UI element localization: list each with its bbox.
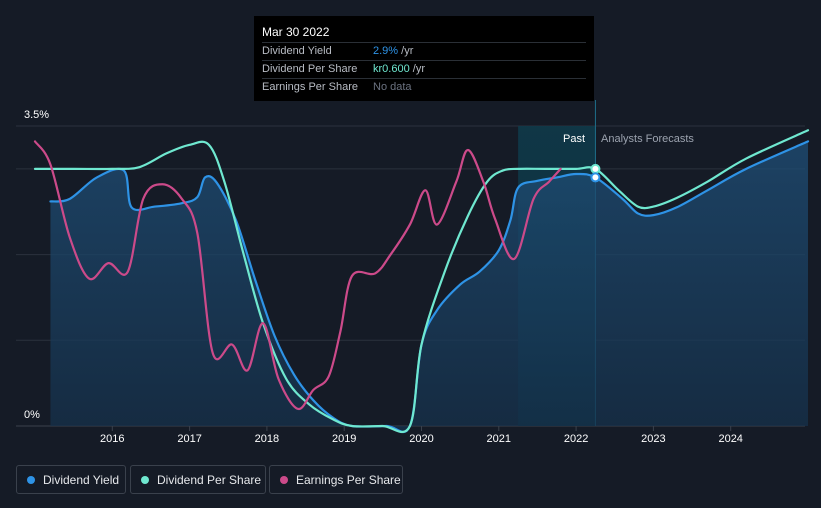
tooltip-row-dividend-yield: Dividend Yield 2.9% /yr [262,42,586,60]
tooltip-unit: /yr [409,63,425,75]
tooltip-value: kr0.600 [373,63,410,75]
dividend-per-share-marker [590,163,601,174]
earnings-per-share-line [33,140,562,410]
x-tick-label: 2024 [718,433,742,445]
x-tick-label: 2022 [564,433,588,445]
dividend-per-share-line [33,129,810,434]
legend-item-earnings-per-share[interactable]: Earnings Per Share [269,465,403,494]
y-axis-label-bottom: 0% [24,409,40,421]
legend-dot-icon [27,475,35,484]
tooltip-label: Dividend Per Share [262,63,358,75]
tooltip-row-dividend-per-share: Dividend Per Share kr0.600 /yr [262,60,586,78]
past-label: Past [563,133,585,145]
legend-label: Dividend Yield [43,472,120,487]
legend-item-dividend-per-share[interactable]: Dividend Per Share [130,465,266,494]
x-tick-label: 2021 [487,433,511,445]
y-axis-label-top: 3.5% [24,109,49,121]
tooltip-value: No data [373,81,412,93]
legend-dot-icon [141,475,149,484]
legend-label: Earnings Per Share [296,472,401,487]
marker-layer [590,163,601,183]
tooltip-date: Mar 30 2022 [262,25,330,39]
tooltip-row-earnings-per-share: Earnings Per Share No data [262,78,586,96]
legend-label: Dividend Per Share [157,472,262,487]
tooltip-value: 2.9% [373,45,399,57]
x-tick-label: 2017 [177,433,201,445]
x-tick-label: 2018 [255,433,279,445]
tooltip-label: Dividend Yield [262,45,332,57]
line-layer [33,129,810,434]
legend-dot-icon [280,475,288,484]
tooltip-label: Earnings Per Share [262,81,358,93]
tooltip-unit: /yr [398,45,414,57]
x-tick-label: 2019 [332,433,356,445]
tooltip: Mar 30 2022 Dividend Yield 2.9% /yr Divi… [254,16,594,101]
forecast-label: Analysts Forecasts [601,133,694,145]
x-tick-label: 2016 [100,433,124,445]
x-tick-label: 2020 [409,433,433,445]
legend-item-dividend-yield[interactable]: Dividend Yield [16,465,126,494]
dividend-yield-marker [590,172,601,183]
x-tick-label: 2023 [641,433,665,445]
label-layer: 3.5% 0% Past Analysts Forecasts [24,109,694,421]
x-axis: 2016 2017 2018 2019 2020 2021 2022 2023 2024 [100,426,743,445]
